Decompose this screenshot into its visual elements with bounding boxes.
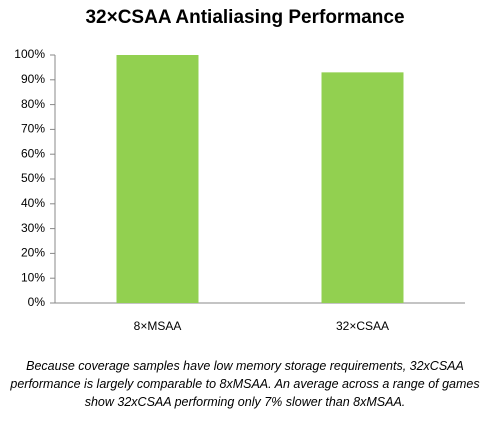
y-tick-label: 100% bbox=[14, 47, 45, 61]
y-tick-label: 20% bbox=[21, 246, 45, 260]
y-tick-label: 80% bbox=[21, 97, 45, 111]
bar bbox=[116, 55, 199, 303]
x-tick-label: 8×MSAA bbox=[134, 319, 182, 333]
y-tick-label: 50% bbox=[21, 171, 45, 185]
y-tick-label: 90% bbox=[21, 72, 45, 86]
y-tick-label: 70% bbox=[21, 122, 45, 136]
chart-title: 32×CSAA Antialiasing Performance bbox=[85, 7, 404, 28]
bar bbox=[321, 72, 404, 303]
y-tick-label: 60% bbox=[21, 146, 45, 160]
y-tick-label: 40% bbox=[21, 196, 45, 210]
x-tick-label: 32×CSAA bbox=[336, 319, 389, 333]
y-tick-label: 10% bbox=[21, 270, 45, 284]
chart: 32×CSAA Antialiasing Performance 0% 10% 20… bbox=[14, 7, 465, 333]
y-tick-label: 0% bbox=[28, 295, 46, 309]
caption: Because coverage samples have low memory… bbox=[10, 359, 480, 409]
y-tick-label: 30% bbox=[21, 221, 45, 235]
